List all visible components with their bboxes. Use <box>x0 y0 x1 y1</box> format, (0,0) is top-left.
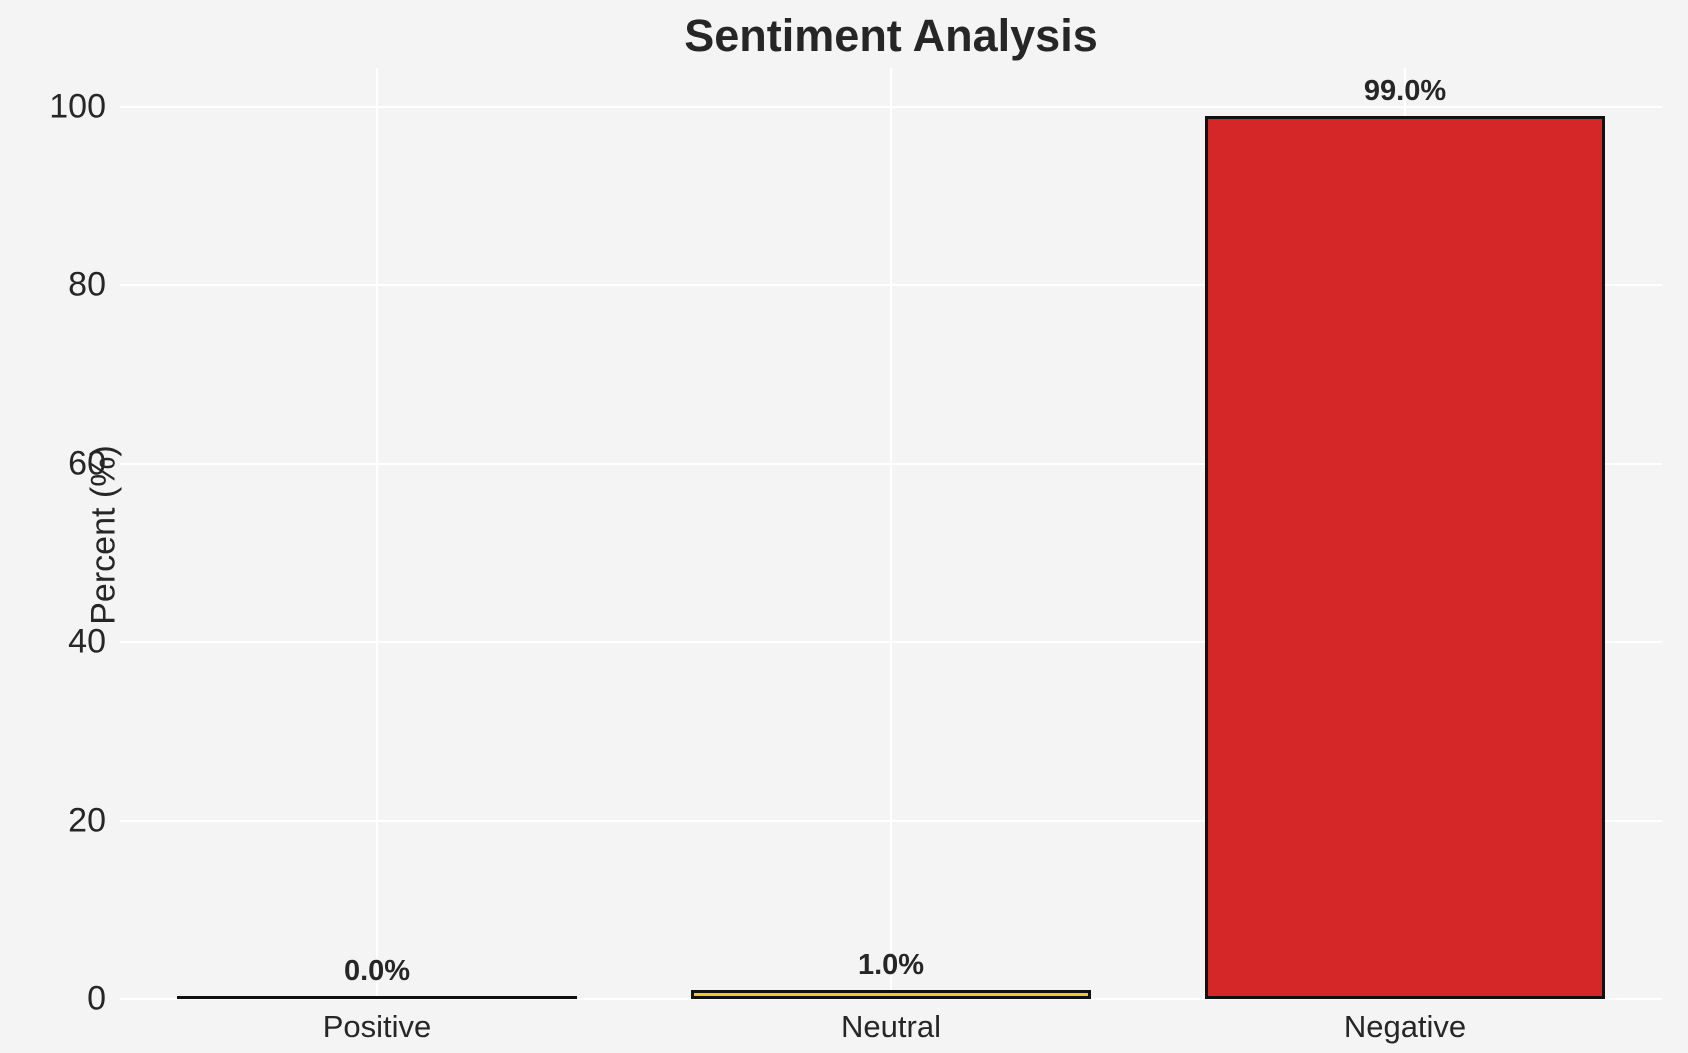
x-category-label: Negative <box>1343 1009 1467 1044</box>
x-category-label: Positive <box>322 1009 432 1044</box>
bar-negative <box>1205 115 1605 999</box>
y-tick-label: 20 <box>68 801 106 840</box>
y-tick-label: 40 <box>68 622 106 661</box>
h-gridline <box>120 998 1662 1000</box>
y-tick-label: 100 <box>49 87 106 126</box>
y-tick-label: 60 <box>68 444 106 483</box>
bar-value-label: 99.0% <box>1363 74 1447 107</box>
bar-neutral <box>691 990 1091 999</box>
y-tick-label: 80 <box>68 265 106 304</box>
v-gridline <box>376 68 378 999</box>
y-tick-label: 0 <box>87 979 106 1018</box>
x-category-label: Neutral <box>841 1009 941 1044</box>
bar-value-label: 1.0% <box>857 949 925 982</box>
chart-title: Sentiment Analysis <box>684 10 1098 61</box>
bar-positive <box>177 996 577 999</box>
bar-value-label: 0.0% <box>343 955 411 987</box>
v-gridline <box>890 68 892 999</box>
